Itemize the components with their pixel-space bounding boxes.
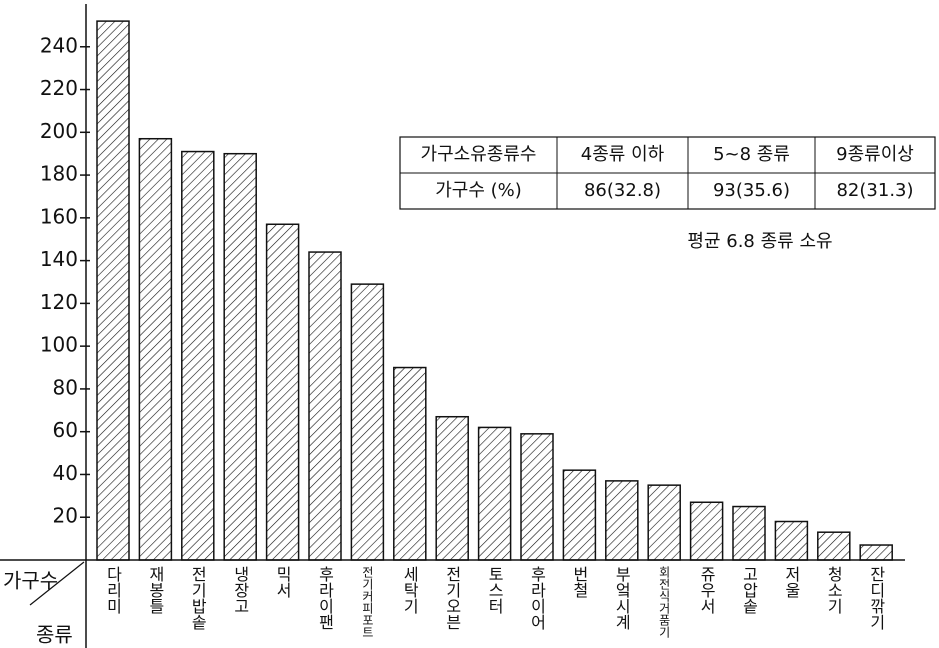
x-tick-label: 후라이팬 (316, 566, 335, 630)
x-tick-label: 토스터 (485, 566, 504, 614)
bar (393, 366, 427, 561)
bar (223, 152, 257, 561)
x-tick-label: 전기오븐 (443, 566, 462, 630)
bar (96, 20, 130, 561)
bar (774, 520, 809, 561)
x-tick-label: 쥬우서 (697, 566, 716, 614)
y-tick-label: 240 (40, 33, 78, 57)
y-tick-label: 80 (53, 375, 78, 399)
x-axis-label: 종류 (36, 623, 73, 647)
x-tick-label: 고압솥 (740, 566, 759, 614)
x-tick-label: 전기커피포트 (360, 566, 374, 638)
y-tick-label: 160 (40, 204, 78, 228)
bar (817, 531, 851, 561)
x-tick-label: 재봉틀 (146, 566, 165, 614)
bar (520, 433, 554, 561)
bar (859, 544, 893, 561)
x-tick-label: 세탁기 (400, 566, 419, 614)
x-tick-label: 부엌시계 (612, 566, 631, 630)
table-cell: 가구수 (%) (435, 180, 522, 201)
bar (138, 137, 173, 561)
x-tick-label: 저울 (782, 566, 801, 598)
y-tick-label: 40 (53, 461, 78, 485)
annotation: 평균 6.8 종류 소유 (687, 231, 832, 252)
table-cell: 82(31.3) (836, 180, 913, 201)
bar (350, 283, 385, 561)
table-header-cell: 가구소유종류수 (421, 144, 537, 165)
corner-divider (29, 561, 85, 606)
y-tick-label: 60 (53, 418, 78, 442)
y-tick-label: 120 (40, 290, 78, 314)
x-tick-label: 믹서 (273, 566, 292, 598)
x-tick-label: 잔디깎기 (867, 566, 886, 630)
table-cell: 86(32.8) (584, 180, 661, 201)
y-tick-label: 220 (40, 76, 78, 100)
x-tick-label: 후라이어 (528, 566, 547, 630)
table-header-cell: 4종류 이하 (581, 144, 665, 165)
bar (562, 469, 597, 561)
bar (181, 150, 215, 561)
bar (265, 223, 300, 561)
x-tick-label: 전기밥솥 (188, 566, 207, 630)
bar (647, 484, 681, 561)
y-tick-label: 100 (40, 333, 78, 357)
table-header-cell: 5~8 종류 (713, 144, 790, 165)
ownership-table (399, 136, 936, 210)
y-axis-label: 가구수 (3, 569, 58, 593)
y-tick-label: 140 (40, 247, 78, 271)
bar (435, 415, 469, 561)
table-cell: 93(35.6) (713, 180, 790, 201)
bar (605, 480, 639, 561)
y-tick-label: 180 (40, 162, 78, 186)
bar (689, 501, 724, 561)
y-tick-label: 20 (53, 504, 78, 528)
bar (308, 251, 342, 561)
x-tick-label: 번철 (570, 566, 589, 598)
x-tick-label: 다리미 (104, 566, 123, 614)
x-tick-label: 회전식거품기 (657, 566, 671, 638)
x-tick-label: 냉장고 (231, 566, 250, 614)
bar (732, 505, 766, 561)
table-header-cell: 9종류이상 (836, 144, 914, 165)
y-tick-label: 200 (40, 119, 78, 143)
bar (477, 426, 512, 561)
x-tick-label: 청소기 (824, 566, 843, 614)
